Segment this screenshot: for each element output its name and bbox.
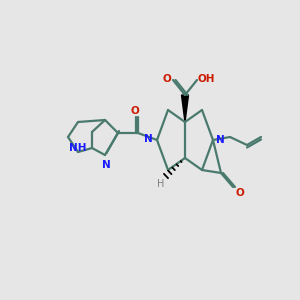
Text: OH: OH: [198, 74, 215, 84]
Text: N: N: [144, 134, 153, 144]
Text: O: O: [236, 188, 245, 198]
Text: N: N: [216, 135, 225, 145]
Polygon shape: [182, 95, 188, 122]
Text: NH: NH: [70, 143, 87, 153]
Text: O: O: [130, 106, 140, 116]
Text: O: O: [162, 74, 171, 84]
Text: N: N: [102, 160, 110, 170]
Text: H: H: [157, 179, 164, 189]
